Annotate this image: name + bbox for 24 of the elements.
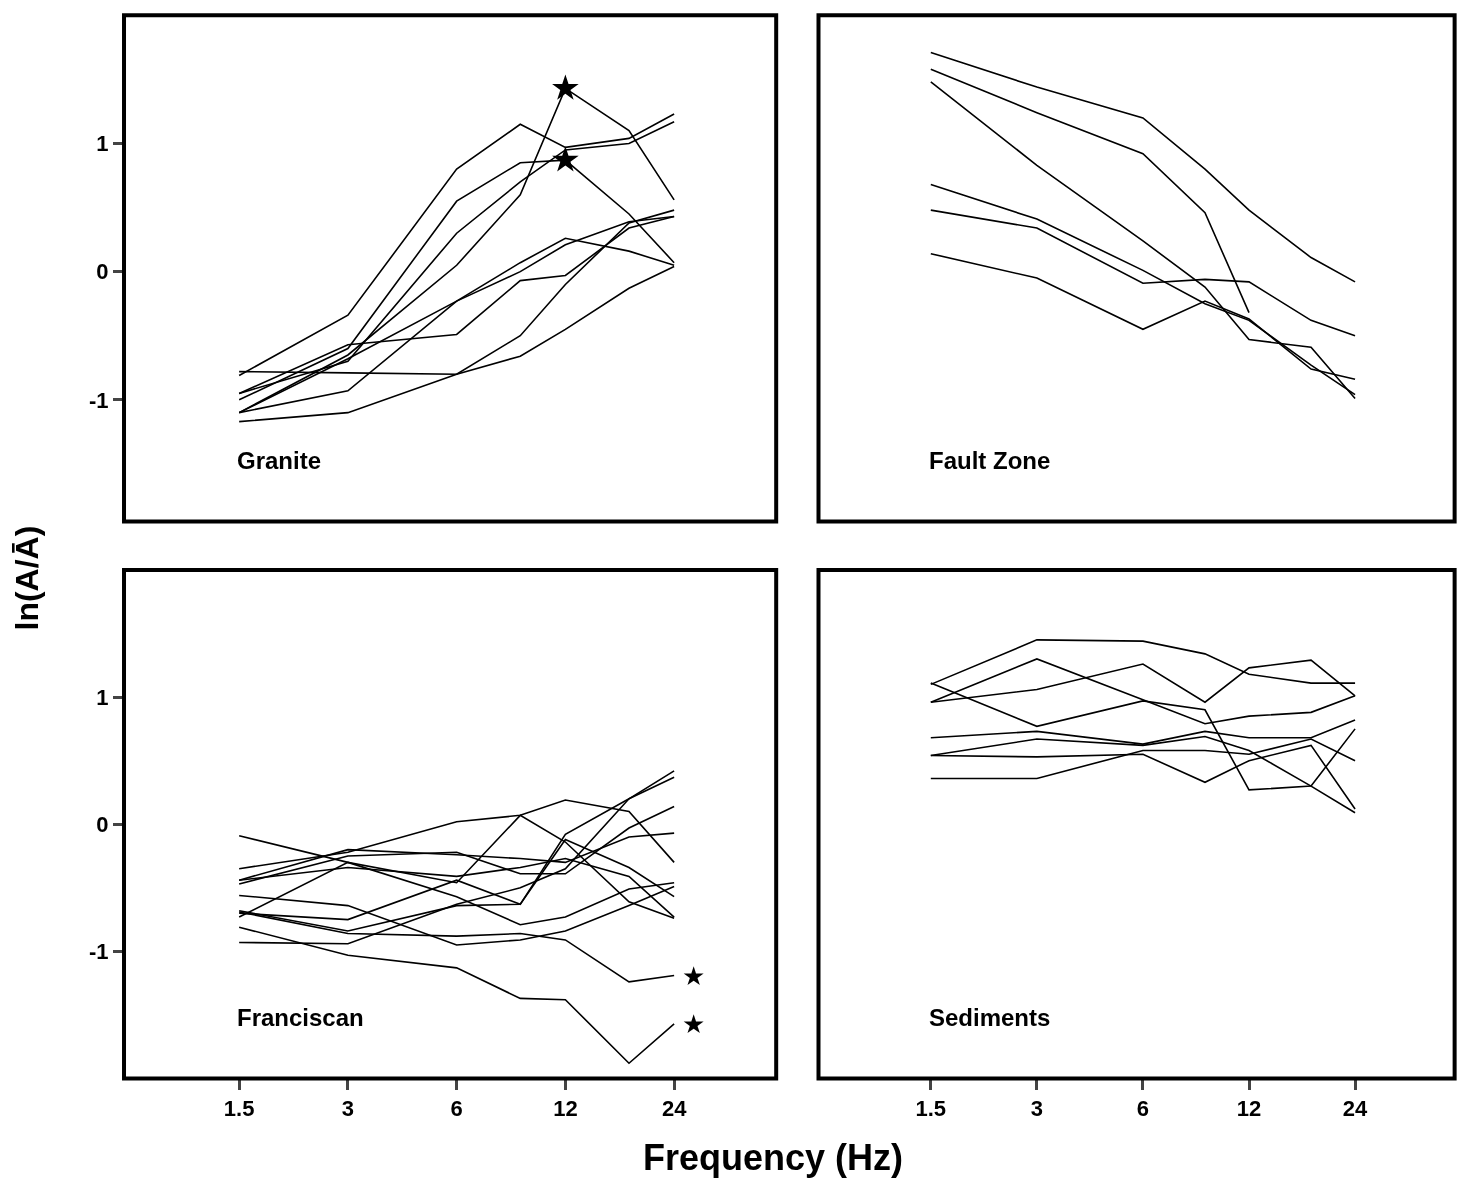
text: Franciscan	[237, 1004, 364, 1031]
text: Granite	[237, 447, 322, 474]
x-tick-label: 24	[661, 1095, 688, 1121]
x-tick-label: 12	[1236, 1095, 1262, 1121]
y-tick-label: -1	[89, 939, 109, 965]
y-tick-label: -1	[89, 387, 109, 413]
text: Fault Zone	[929, 447, 1051, 474]
x-tick-label: 1.5	[223, 1095, 255, 1121]
x-tick-label: 6	[1136, 1095, 1150, 1121]
x-tick-label: 3	[1030, 1095, 1043, 1121]
y-tick-label: 1	[96, 131, 109, 157]
annotation: ★	[682, 961, 706, 991]
x-tick-label: 12	[553, 1095, 578, 1121]
y-tick-label: 0	[96, 259, 109, 285]
y-tick-label: 1	[96, 684, 109, 710]
x-axis-title: Frequency (Hz)	[643, 1137, 904, 1178]
x-tick-label: 1.5	[915, 1095, 947, 1121]
text: Sediments	[929, 1004, 1051, 1031]
annotation: ★	[682, 1009, 706, 1039]
x-tick-label: 24	[1342, 1095, 1369, 1121]
x-tick-label: 6	[450, 1095, 463, 1121]
y-axis-title: ln(A/Ā)	[9, 525, 46, 631]
x-tick-label: 3	[341, 1095, 355, 1121]
y-tick-label: 0	[96, 811, 109, 837]
